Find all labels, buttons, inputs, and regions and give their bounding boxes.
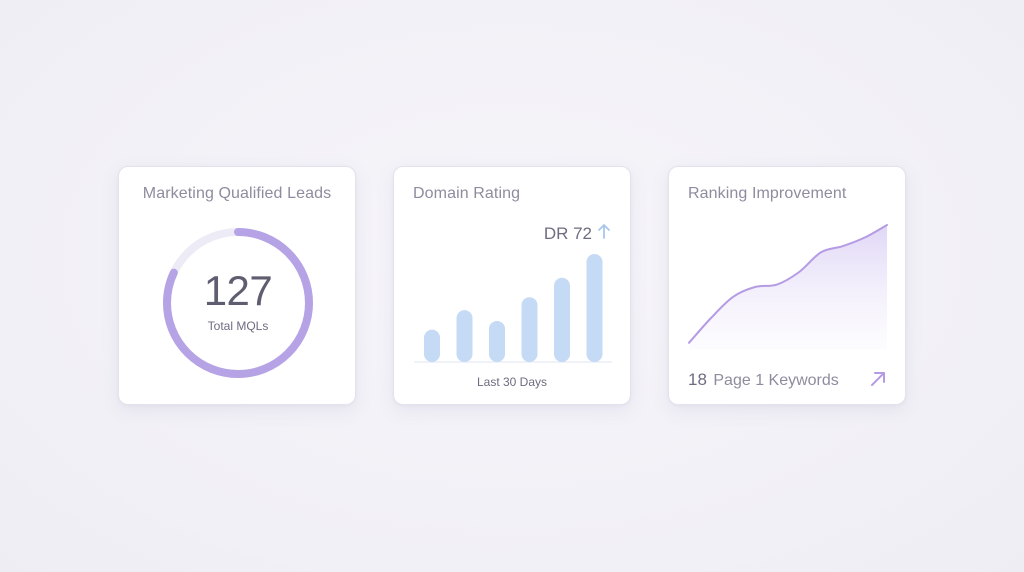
bar-6 xyxy=(586,254,603,362)
domain-rating-title: Domain Rating xyxy=(413,185,521,202)
donut-progress-arc xyxy=(163,228,313,378)
domain-rating-card[interactable]: Domain Rating DR 72 Last 30 Days xyxy=(393,166,631,405)
bar-2 xyxy=(456,310,473,362)
bar-4 xyxy=(521,297,538,362)
mql-total-value: 127 xyxy=(203,267,273,314)
keywords-label: Page 1 Keywords xyxy=(713,372,839,389)
ranking-card[interactable]: Ranking Improvement 18 Page 1 Keywords xyxy=(668,166,906,405)
mql-total-label: Total MQLs xyxy=(207,319,269,333)
ranking-title: Ranking Improvement xyxy=(688,185,847,202)
mql-card-title: Marketing Qualified Leads xyxy=(142,185,332,202)
domain-rating-bar-chart xyxy=(414,254,612,363)
mql-donut-chart: 127 Total MQLs xyxy=(160,225,316,381)
bar-1 xyxy=(424,329,440,362)
donut-svg xyxy=(163,228,313,378)
domain-rating-value-group: DR 72 xyxy=(544,223,611,244)
bar-5 xyxy=(554,277,570,362)
ranking-line xyxy=(688,224,888,344)
bar-chart-caption: Last 30 Days xyxy=(476,375,548,389)
ranking-area-chart xyxy=(688,224,888,349)
arrow-up-icon xyxy=(597,223,611,244)
keywords-summary: 18 Page 1 Keywords xyxy=(688,370,839,390)
keywords-count: 18 xyxy=(688,370,707,389)
arrow-up-right-icon xyxy=(869,370,887,388)
ranking-area-fill xyxy=(689,225,887,349)
bar-3 xyxy=(489,320,505,362)
mql-card[interactable]: Marketing Qualified Leads 127 Total MQLs xyxy=(118,166,356,405)
domain-rating-value: DR 72 xyxy=(543,223,592,243)
